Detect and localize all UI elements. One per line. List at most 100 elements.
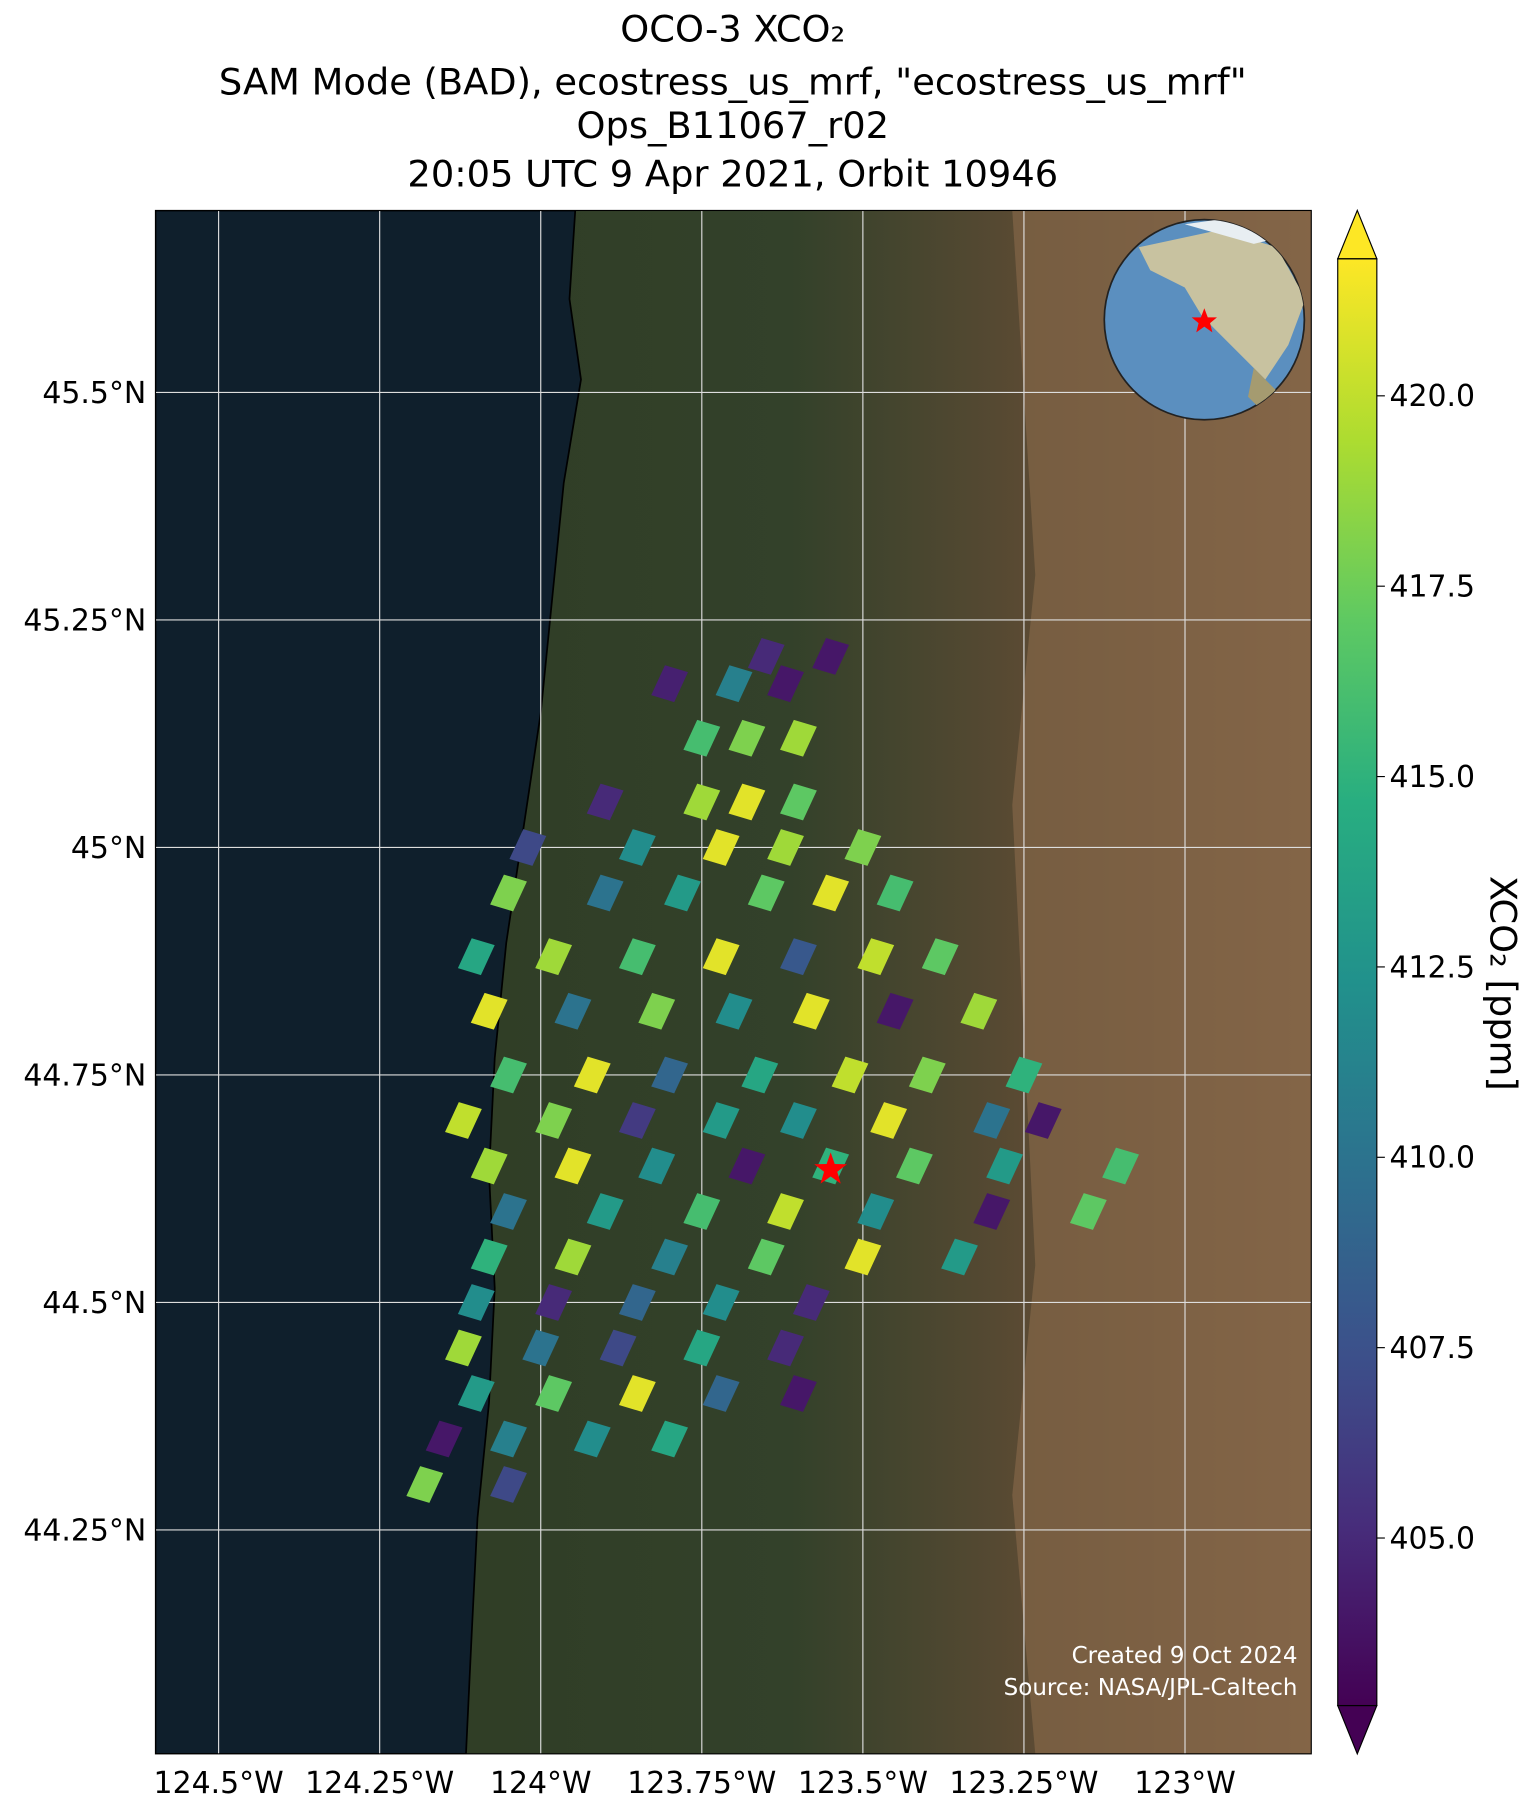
target-marker (814, 1152, 848, 1184)
sounding (490, 1420, 527, 1458)
title-line: SAM Mode (BAD), ecostress_us_mrf, "ecost… (219, 60, 1247, 103)
sounding (973, 1102, 1011, 1139)
credit: Source: NASA/JPL-Caltech (1004, 1675, 1298, 1701)
sounding (651, 1056, 688, 1094)
sounding (870, 1102, 908, 1139)
sounding (586, 1193, 624, 1230)
y-tick-label: 44.75°N (23, 1058, 146, 1093)
sounding (986, 1147, 1024, 1185)
sounding (702, 1284, 740, 1321)
sounding (683, 1193, 721, 1230)
sounding (921, 938, 959, 976)
map-frame (154, 209, 1312, 1755)
sounding (908, 1056, 946, 1094)
sounding (780, 938, 817, 976)
x-tick-label: 123°W (1134, 1766, 1236, 1801)
sounding (599, 1329, 637, 1367)
sounding (470, 992, 508, 1030)
credit: Created 9 Oct 2024 (1072, 1643, 1298, 1669)
sounding (1069, 1193, 1107, 1230)
sounding (741, 1056, 779, 1094)
sounding (445, 1329, 482, 1367)
sounding (522, 1329, 560, 1367)
sounding (844, 1238, 882, 1276)
x-tick-label: 123.75°W (627, 1766, 776, 1801)
grid (155, 210, 1312, 1754)
colorbar-tick-label: 410.0 (1389, 1141, 1475, 1176)
sounding (406, 1466, 444, 1503)
sounding (767, 1329, 804, 1367)
sounding (702, 938, 740, 976)
title: OCO-3 XCO₂ SAM Mode (BAD), ecostress_us_… (219, 7, 1247, 195)
sounding (767, 665, 804, 703)
sounding (535, 1284, 573, 1321)
x-tick-label: 124.25°W (305, 1766, 454, 1801)
colorbar-tick-label: 415.0 (1389, 760, 1475, 795)
sounding (535, 938, 573, 976)
sounding (1024, 1102, 1062, 1139)
sounding (728, 783, 766, 821)
axes: 124.5°W 124.25°W 124°W 123.75°W 123.5°W 123.2… (23, 376, 1235, 1801)
sounding (638, 1147, 676, 1185)
sounding (586, 874, 624, 912)
sounding (470, 1238, 508, 1276)
sounding (618, 829, 656, 866)
sounding (470, 1147, 508, 1185)
sounding (747, 637, 785, 675)
y-tick-label: 45°N (71, 831, 146, 866)
title-line: Ops_B11067_r02 (577, 104, 890, 147)
sounding (792, 1284, 830, 1321)
sounding (780, 1102, 817, 1139)
sounding (457, 1375, 495, 1412)
y-tick-label: 44.25°N (23, 1513, 146, 1548)
sounding (896, 1147, 933, 1185)
sounding (702, 1102, 740, 1139)
sounding (490, 874, 527, 912)
sounding (715, 665, 753, 703)
sounding (780, 1375, 817, 1412)
sounding (535, 1375, 573, 1412)
sounding (831, 1056, 869, 1094)
colorbar-label: XCO₂ [ppm] (1482, 876, 1525, 1091)
sounding (876, 874, 914, 912)
sounding (573, 1420, 611, 1458)
sounding (767, 1193, 804, 1230)
x-tick-label: 123.5°W (798, 1766, 928, 1801)
sounding (490, 1466, 527, 1503)
title-line: OCO-3 XCO₂ (620, 7, 845, 50)
sounding (586, 783, 624, 821)
sounding (664, 874, 701, 912)
sounding (490, 1056, 527, 1094)
title-line: 20:05 UTC 9 Apr 2021, Orbit 10946 (407, 152, 1058, 195)
sounding (857, 1193, 895, 1230)
soundings (406, 637, 1139, 1503)
sounding (728, 719, 766, 757)
sounding (960, 992, 998, 1030)
sounding (618, 1284, 656, 1321)
sounding (651, 665, 688, 703)
colorbar-tick-label: 407.5 (1389, 1331, 1475, 1366)
valley (1012, 210, 1312, 1754)
sounding (683, 1329, 721, 1367)
sounding (747, 1238, 785, 1276)
sounding (728, 1147, 766, 1185)
sounding (780, 719, 817, 757)
colorbar-tick-label: 420.0 (1389, 379, 1475, 414)
sounding (857, 938, 895, 976)
sounding (683, 719, 721, 757)
y-tick-label: 45.25°N (23, 603, 146, 638)
sounding (702, 1375, 740, 1412)
sounding (425, 1420, 463, 1458)
y-tick-label: 44.5°N (42, 1286, 146, 1321)
sounding (876, 992, 914, 1030)
sounding (747, 874, 785, 912)
sounding (973, 1193, 1011, 1230)
sounding (618, 1102, 656, 1139)
sounding (715, 992, 753, 1030)
sounding (573, 1056, 611, 1094)
sounding (554, 1238, 592, 1276)
sounding (812, 874, 850, 912)
sounding (554, 992, 592, 1030)
y-tick-label: 45.5°N (42, 376, 146, 411)
